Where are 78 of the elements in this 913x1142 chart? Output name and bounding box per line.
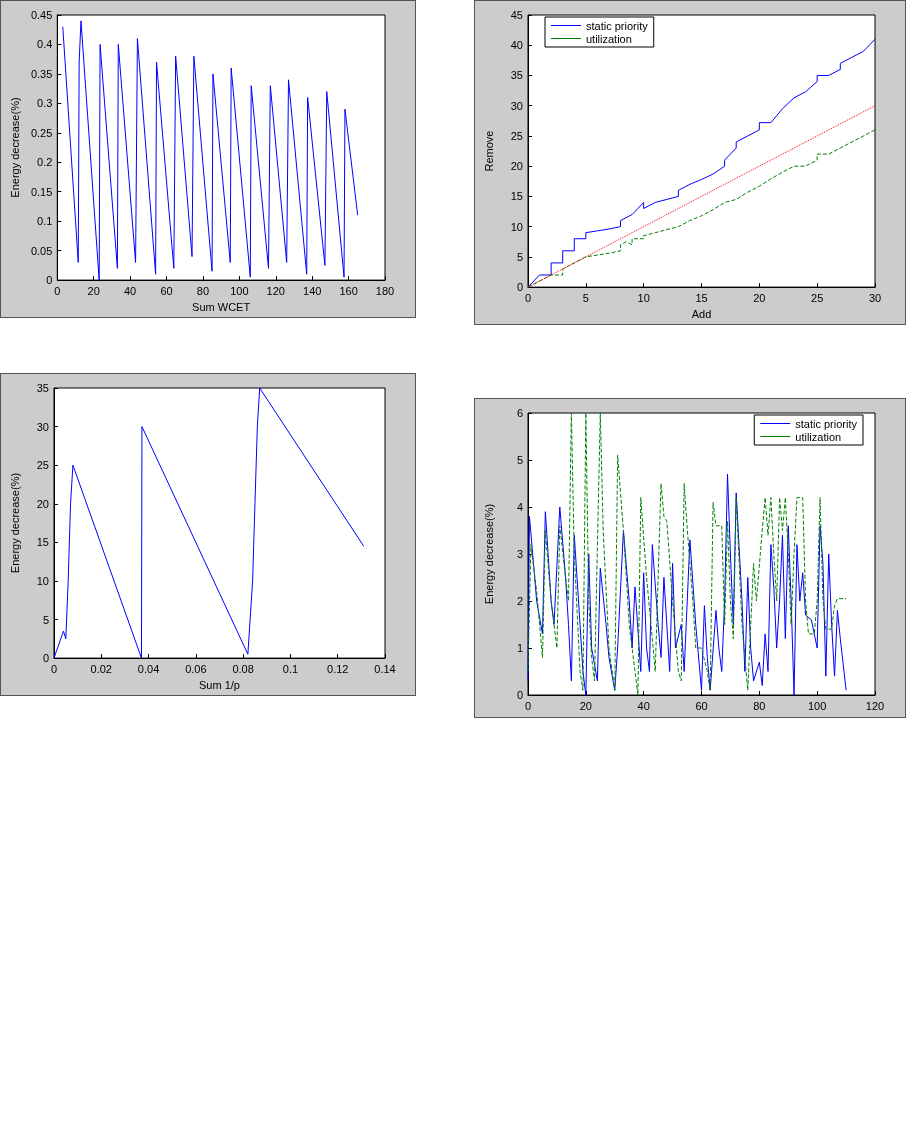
y-tick-label: 25 [510, 129, 523, 142]
y-tick-label: 0 [46, 274, 53, 287]
y-tick-label: 6 [516, 407, 523, 419]
y-tick-label: 30 [510, 99, 523, 112]
x-tick-label: 0.1 [282, 662, 299, 675]
legend-label: static priority [795, 417, 858, 430]
x-tick-label: 60 [160, 284, 173, 297]
y-tick-label: 0.1 [37, 215, 53, 228]
x-tick-label: 0.14 [374, 662, 396, 675]
x-tick-label: 0.04 [137, 662, 160, 675]
y-tick-label: 45 [510, 9, 523, 21]
y-tick-label: 0.35 [30, 67, 53, 80]
x-tick-label: 0.12 [327, 662, 349, 675]
x-axis-title: Sum WCET [192, 300, 251, 313]
y-tick-label: 0.15 [30, 185, 53, 198]
y-tick-label: 5 [42, 613, 49, 626]
x-tick-label: 20 [579, 699, 592, 712]
y-tick-label: 5 [516, 250, 523, 263]
y-tick-label: 4 [516, 501, 523, 513]
x-tick-label: 100 [807, 699, 827, 712]
x-tick-label: 160 [339, 284, 358, 297]
x-tick-label: 60 [695, 699, 708, 712]
y-tick-label: 0 [516, 689, 523, 701]
legend-label: utilization [586, 32, 632, 45]
y-tick-label: 10 [510, 220, 523, 233]
x-tick-label: 0.06 [185, 662, 207, 675]
x-tick-label: 100 [230, 284, 249, 297]
x-tick-label: 40 [124, 284, 137, 297]
y-tick-label: 0.05 [30, 244, 53, 257]
x-tick-label: 120 [266, 284, 285, 297]
y-tick-label: 0 [42, 652, 49, 665]
y-tick-label: 0.45 [30, 9, 53, 21]
y-tick-label: 0.2 [37, 156, 53, 169]
x-tick-label: 180 [375, 284, 395, 297]
x-tick-label: 40 [637, 699, 650, 712]
y-tick-label: 35 [510, 69, 523, 82]
line-series [62, 20, 359, 281]
y-tick-label: 15 [510, 190, 523, 203]
legend-label: static priority [586, 19, 649, 32]
x-tick-label: 80 [196, 284, 210, 297]
y-tick-label: 35 [36, 382, 49, 394]
x-tick-label: 0 [524, 291, 532, 304]
y-tick-label: 25 [36, 459, 49, 472]
x-tick-label: 15 [695, 291, 708, 304]
y-tick-label: 1 [516, 642, 523, 654]
y-axis-title: Energy decrease(%) [8, 97, 21, 198]
x-tick-label: 30 [868, 291, 882, 304]
x-axis-title: Add [691, 307, 712, 320]
y-tick-label: 10 [36, 574, 49, 587]
y-tick-label: 2 [516, 595, 523, 607]
y-tick-label: 0.25 [30, 126, 53, 139]
x-tick-label: 0 [54, 284, 61, 297]
x-tick-label: 0.02 [90, 662, 112, 675]
y-tick-label: 15 [36, 536, 49, 549]
x-axis-title: Sum 1/p [199, 678, 240, 691]
x-tick-label: 10 [637, 291, 650, 304]
x-tick-label: 80 [753, 699, 766, 712]
x-tick-label: 0 [524, 699, 532, 712]
x-tick-label: 140 [303, 284, 322, 297]
y-axis-title: Energy decrease(%) [482, 503, 495, 605]
x-tick-label: 120 [865, 699, 885, 712]
legend-label: utilization [795, 430, 842, 443]
y-tick-label: 30 [36, 420, 49, 433]
y-axis-title: Remove [482, 130, 495, 172]
y-tick-label: 5 [516, 454, 523, 466]
y-tick-label: 0.3 [37, 97, 53, 110]
x-tick-label: 0.08 [232, 662, 254, 675]
x-tick-label: 20 [87, 284, 100, 297]
x-tick-label: 25 [811, 291, 824, 304]
y-tick-label: 20 [510, 160, 523, 173]
x-tick-label: 20 [753, 291, 766, 304]
y-tick-label: 3 [516, 548, 523, 560]
y-tick-label: 20 [36, 497, 49, 510]
y-tick-label: 40 [510, 39, 523, 52]
y-axis-title: Energy decrease(%) [8, 472, 21, 574]
line-series [527, 473, 847, 696]
x-tick-label: 5 [582, 291, 589, 304]
y-tick-label: 0.4 [37, 38, 53, 51]
